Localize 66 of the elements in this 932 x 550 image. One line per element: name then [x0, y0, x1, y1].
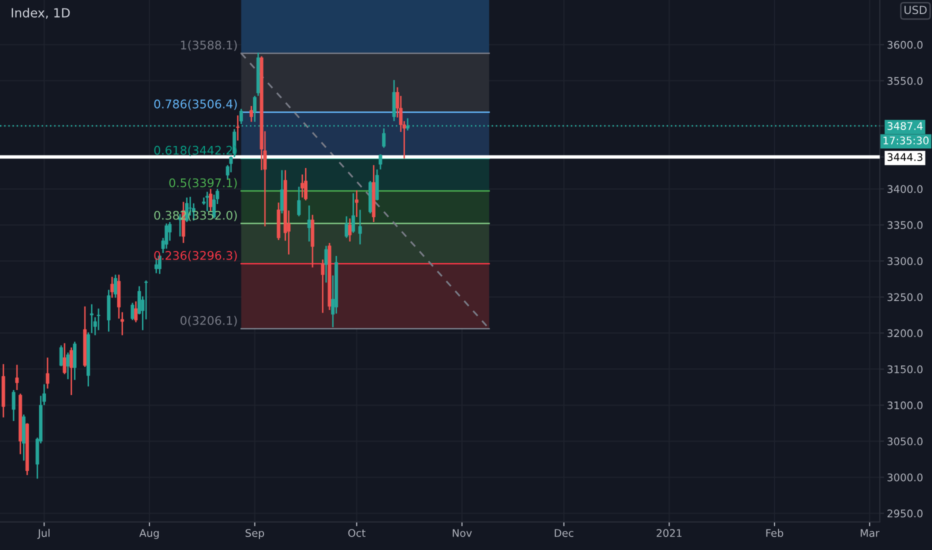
candlestick	[90, 304, 94, 334]
text: USD	[904, 6, 927, 14]
candlestick	[358, 210, 362, 244]
candlestick	[70, 348, 74, 396]
candlestick	[12, 390, 16, 421]
text: Index, 1D	[12, 8, 70, 19]
x-tick-label: 2021	[656, 529, 682, 537]
x-tick-label: Aug	[139, 529, 159, 539]
candlestick	[382, 128, 386, 148]
candlestick	[46, 358, 50, 389]
ref-line-label: 0.786(3506.4)	[154, 99, 237, 110]
y-tick-label: 3000.0	[888, 473, 923, 482]
candlestick	[144, 280, 148, 320]
candlestick	[15, 364, 19, 390]
y-tick-label: 3100.0	[888, 401, 923, 410]
candlestick	[320, 260, 324, 313]
text: 17:35:30	[884, 136, 929, 144]
candlestick	[114, 274, 118, 298]
y-tick-label: 2950.0	[888, 510, 923, 518]
candlestick	[354, 190, 358, 217]
candlestick	[205, 192, 209, 212]
y-tick-label: 3350.0	[888, 221, 923, 230]
y-tick-label: 3150.0	[888, 365, 923, 374]
candlestick	[130, 302, 134, 320]
candlestick	[352, 193, 356, 233]
ref-line-label: 1(3588.1)	[181, 40, 237, 51]
candlestick	[164, 224, 168, 249]
ref-line-label: 0.236(3296.3)	[154, 250, 237, 262]
y-tick-label: 3050.0	[888, 437, 923, 446]
y-tick-label: 3200.0	[888, 329, 923, 338]
candlestick	[96, 308, 100, 330]
x-tick-label: Jul	[37, 528, 50, 539]
candlestick	[344, 216, 348, 238]
y-tick-label: 3600.0	[888, 40, 923, 49]
candlestick	[62, 343, 66, 374]
x-tick-label: Sep	[246, 529, 264, 539]
y-tick-label: 3550.0	[888, 76, 923, 85]
candlestick	[253, 96, 257, 122]
candlestick	[110, 276, 114, 298]
y-tick-label: 3444.3	[888, 153, 922, 162]
ref-line-label: 0(3206.1)	[180, 316, 237, 326]
candlestick	[378, 154, 382, 170]
candlestick	[59, 345, 63, 366]
candlestick	[66, 352, 70, 380]
candlestick	[134, 301, 138, 322]
y-tick-label: 3487.4	[888, 122, 923, 130]
candlestick	[120, 312, 124, 336]
candlestick	[250, 106, 254, 122]
x-tick-label: Nov	[452, 529, 472, 537]
x-tick-label: Dec	[554, 529, 574, 537]
candlestick	[229, 156, 233, 172]
y-tick-label: 3400.0	[888, 185, 923, 193]
candlestick	[348, 218, 352, 242]
x-tick-label: Mar	[860, 529, 880, 537]
y-tick-label: 3300.0	[888, 257, 923, 266]
candlestick	[72, 342, 76, 380]
candlestick	[297, 186, 301, 216]
candlestick	[236, 115, 240, 141]
candlestick	[300, 174, 304, 198]
candlestick	[280, 170, 284, 214]
ref-line-label: 0.5(3397.1)	[169, 178, 237, 189]
candlestick	[208, 188, 212, 212]
x-tick-label: Feb	[766, 528, 784, 537]
candlestick	[304, 168, 308, 200]
y-tick-label: 3250.0	[888, 293, 923, 302]
x-tick-label: Oct	[348, 529, 366, 537]
